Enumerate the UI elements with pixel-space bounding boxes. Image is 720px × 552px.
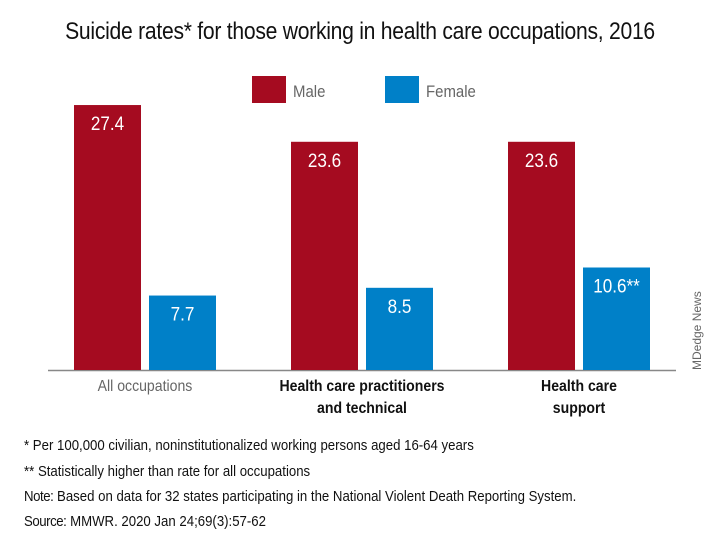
bar-male	[74, 105, 141, 371]
data-label: 23.6	[525, 150, 558, 171]
data-label: 10.6**	[593, 276, 640, 297]
legend-label-male: Male	[293, 83, 325, 101]
note: Note: Based on data for 32 states partic…	[24, 488, 576, 505]
bar-female	[583, 267, 650, 370]
legend-swatch-male	[252, 76, 286, 103]
source: Source: MMWR. 2020 Jan 24;69(3):57-62	[24, 513, 266, 530]
chart-svg: Male 27.4 23.6 23.6 Female 7.7 8.5 10.6** All oc…	[48, 76, 676, 417]
data-label: 8.5	[388, 296, 412, 317]
bar-female	[149, 295, 216, 370]
category-label: Health care practitioners	[279, 377, 444, 395]
bar-male	[508, 141, 575, 370]
category-label: and technical	[317, 399, 407, 417]
category-label: Health care	[541, 377, 617, 395]
footnote-2: ** Statistically higher than rate for al…	[24, 463, 311, 480]
legend-label-female: Female	[426, 83, 476, 101]
data-label: 27.4	[91, 113, 124, 134]
source-text: MMWR. 2020 Jan 24;69(3):57-62	[66, 513, 266, 530]
note-label: Note:	[24, 488, 54, 505]
bar-female	[366, 287, 433, 370]
data-label: 7.7	[171, 304, 195, 325]
category-label: support	[553, 399, 605, 417]
bar-male	[291, 141, 358, 370]
category-label: All occupations	[98, 377, 193, 395]
data-label: 23.6	[308, 150, 341, 171]
chart-title: Suicide rates* for those working in heal…	[65, 18, 655, 45]
footnote-1: * Per 100,000 civilian, noninstitutional…	[24, 437, 474, 454]
legend-swatch-female	[385, 76, 419, 103]
source-label: Source:	[24, 513, 67, 530]
credit: MDedge News	[690, 291, 704, 370]
note-text: Based on data for 32 states participatin…	[53, 488, 577, 505]
